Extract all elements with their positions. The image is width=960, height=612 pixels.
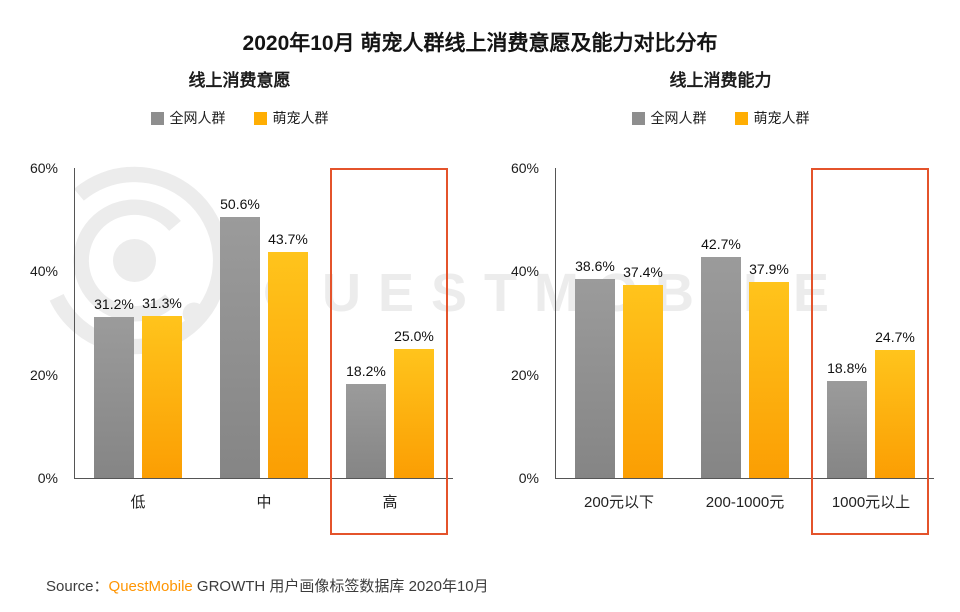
value-label: 31.2%: [94, 295, 134, 312]
y-tick-label: 20%: [510, 366, 539, 383]
bar-column-pet-users: 31.3%: [142, 295, 182, 478]
legend-item-all-users: 全网人群: [150, 110, 226, 126]
legend-swatch-orange: [253, 111, 267, 125]
y-tick-label: 40%: [510, 263, 539, 280]
y-tick-label: 40%: [29, 263, 58, 280]
bar-all-users: [94, 316, 134, 478]
bar-column-pet-users: 24.7%: [875, 329, 915, 478]
bar-group: 18.8% 24.7% 1000元以上: [827, 168, 915, 511]
value-label: 25.0%: [394, 327, 434, 344]
bar-group: 42.7% 37.9% 200-1000元: [701, 168, 789, 511]
source-rest: GROWTH 用户画像标签数据库 2020年10月: [192, 578, 489, 595]
legend: 全网人群 萌宠人群: [503, 110, 938, 126]
legend-label: 萌宠人群: [272, 110, 329, 126]
bar-pet-users: [623, 284, 663, 478]
legend-item-pet-users: 萌宠人群: [734, 110, 810, 126]
chart-panel-capability: 线上消费能力 全网人群 萌宠人群 0% 20% 40% 60% 38.6% 37.4% 2…: [503, 70, 938, 535]
category-label: 200元以下: [583, 494, 655, 511]
bar-all-users: [701, 257, 741, 478]
bar-all-users: [575, 278, 615, 478]
value-label: 50.6%: [220, 195, 260, 212]
bar-column-pet-users: 25.0%: [394, 328, 434, 478]
source-line: Source：QuestMobile GROWTH 用户画像标签数据库 2020…: [46, 575, 489, 596]
questmobile-logo-watermark: [40, 166, 229, 355]
value-label: 31.3%: [142, 295, 182, 312]
bar-column-all-users: 18.2%: [346, 363, 386, 478]
legend-swatch-orange: [734, 111, 748, 125]
bar-group: 31.2% 31.3% 低: [94, 168, 182, 511]
bar-all-users: [827, 380, 867, 478]
charts-row: 线上消费意愿 全网人群 萌宠人群 0% 20% 40% 60% 31.2% 31.3% 低…: [22, 70, 938, 535]
y-tick-label: 0%: [518, 470, 539, 486]
category-label: 低: [130, 494, 146, 511]
value-label: 37.4%: [623, 263, 663, 280]
bar-column-pet-users: 37.4%: [623, 264, 663, 478]
y-tick-label: 20%: [29, 366, 58, 383]
bar-column-all-users: 42.7%: [701, 236, 741, 478]
legend-item-pet-users: 萌宠人群: [253, 110, 329, 126]
y-axis: 0% 20% 40% 60%: [503, 160, 549, 486]
source-prefix: Source：: [46, 578, 109, 595]
legend-swatch-gray: [150, 111, 164, 125]
bar-pet-users: [875, 350, 915, 478]
bar-column-all-users: 50.6%: [220, 196, 260, 478]
bar-column-all-users: 18.8%: [827, 360, 867, 478]
value-label: 18.2%: [346, 362, 386, 379]
bar-column-pet-users: 43.7%: [268, 231, 308, 478]
plot-area: 0% 20% 40% 60% 38.6% 37.4% 200元以下 42.7% 37.9% 20…: [503, 160, 938, 535]
chart-area: 31.2% 31.3% 低 50.6% 43.7% 中 18.2% 25.0% 高: [74, 168, 453, 535]
bar-all-users: [220, 216, 260, 478]
source-brand: QuestMobile: [108, 578, 193, 595]
legend-item-all-users: 全网人群: [631, 110, 707, 126]
page-title: 2020年10月 萌宠人群线上消费意愿及能力对比分布: [242, 32, 718, 55]
bar-column-pet-users: 37.9%: [749, 261, 789, 478]
chart-title: 线上消费能力: [669, 71, 772, 90]
bar-pet-users: [394, 348, 434, 478]
value-label: 24.7%: [875, 329, 915, 346]
bar-group: 50.6% 43.7% 中: [220, 168, 308, 511]
y-tick-label: 60%: [510, 160, 539, 176]
category-label: 中: [256, 494, 272, 511]
bar-column-all-users: 38.6%: [575, 258, 615, 478]
category-label: 1000元以上: [831, 494, 911, 511]
bar-group: 18.2% 25.0% 高: [346, 168, 434, 511]
value-label: 42.7%: [701, 236, 741, 253]
legend-label: 萌宠人群: [753, 110, 810, 126]
category-label: 高: [382, 494, 398, 511]
value-label: 18.8%: [827, 359, 867, 376]
value-label: 37.9%: [749, 261, 789, 278]
chart-area: 38.6% 37.4% 200元以下 42.7% 37.9% 200-1000元 18.8%…: [555, 168, 934, 535]
bar-pet-users: [142, 316, 182, 478]
value-label: 38.6%: [575, 257, 615, 274]
y-axis: 0% 20% 40% 60%: [22, 160, 68, 486]
y-tick-label: 60%: [29, 160, 58, 176]
bar-all-users: [346, 383, 386, 478]
bar-column-all-users: 31.2%: [94, 296, 134, 478]
chart-panel-willingness: 线上消费意愿 全网人群 萌宠人群 0% 20% 40% 60% 31.2% 31.3% 低…: [22, 70, 457, 535]
chart-title: 线上消费意愿: [188, 71, 291, 90]
plot-area: 0% 20% 40% 60% 31.2% 31.3% 低 50.6% 43.7% 中 18.2% 2…: [22, 160, 457, 535]
value-label: 43.7%: [268, 231, 308, 248]
legend-label: 全网人群: [650, 110, 707, 126]
category-label: 200-1000元: [705, 494, 785, 511]
legend-label: 全网人群: [169, 110, 226, 126]
bar-pet-users: [749, 282, 789, 478]
legend: 全网人群 萌宠人群: [22, 110, 457, 126]
bar-pet-users: [268, 252, 308, 478]
y-tick-label: 0%: [37, 470, 58, 486]
bar-group: 38.6% 37.4% 200元以下: [575, 168, 663, 511]
legend-swatch-gray: [631, 111, 645, 125]
